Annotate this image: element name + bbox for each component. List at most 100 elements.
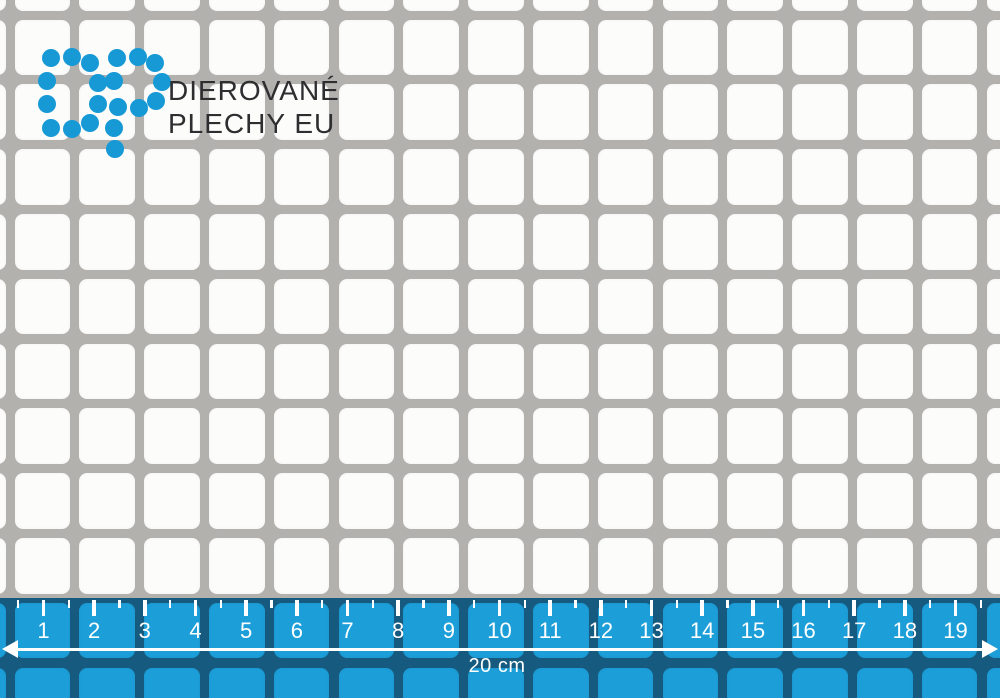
perforation-hole [921, 84, 978, 141]
perforation-hole [144, 0, 200, 11]
perforation-hole [921, 667, 978, 698]
ruler-tick-major [852, 600, 856, 616]
perforation-hole [14, 19, 71, 76]
perforation-hole [597, 667, 654, 698]
perforation-hole [532, 19, 589, 76]
perforation-hole [468, 84, 524, 141]
ruler-tick-major [599, 600, 603, 616]
ruler-tick-minor [67, 600, 71, 608]
perforation-hole [662, 0, 719, 11]
perforation-hole [597, 19, 654, 76]
perforation-hole [662, 473, 719, 529]
perforation-hole [273, 0, 330, 11]
perforation-hole [403, 408, 460, 465]
perforation-hole [273, 343, 330, 400]
perforation-hole [0, 473, 6, 529]
ruler-tick-major [244, 600, 248, 616]
perforation-hole [468, 149, 524, 205]
perforation-hole [468, 278, 524, 335]
perforation-hole [597, 408, 654, 465]
ruler-number: 14 [689, 618, 715, 643]
ruler-number: 5 [240, 618, 253, 643]
perforation-hole [0, 84, 6, 141]
perforation-hole [662, 537, 719, 594]
logo-dot [146, 54, 164, 72]
ruler-tick-minor [371, 600, 375, 608]
perforation-hole [986, 343, 1000, 400]
perforation-hole [79, 213, 136, 270]
perforation-hole [208, 0, 265, 11]
perforation-hole [403, 213, 460, 270]
ruler-number: 4 [189, 618, 202, 643]
logo-dot [105, 72, 123, 90]
perforation-hole [986, 213, 1000, 270]
perforation-hole [338, 0, 395, 11]
perforation-hole [921, 19, 978, 76]
perforation-hole [727, 149, 784, 205]
perforation-hole [597, 0, 654, 11]
perforation-hole [273, 84, 330, 141]
ruler-tick-major [396, 600, 400, 616]
perforation-hole [79, 473, 136, 529]
perforation-hole [14, 149, 71, 205]
perforation-hole [986, 473, 1000, 529]
perforation-hole [662, 149, 719, 205]
perforation-hole [532, 149, 589, 205]
perforation-hole [144, 213, 200, 270]
perforation-hole [532, 0, 589, 11]
perforation-hole [0, 537, 6, 594]
perforation-hole [208, 343, 265, 400]
perforation-hole [792, 667, 848, 698]
perforation-hole [338, 408, 395, 465]
perforation-hole [662, 667, 719, 698]
perforation-hole [338, 278, 395, 335]
perforation-hole [338, 473, 395, 529]
perforation-hole [986, 278, 1000, 335]
perforation-hole [532, 537, 589, 594]
ruler-tick-major [41, 600, 46, 616]
logo-dot [63, 120, 81, 138]
perforation-hole [597, 278, 654, 335]
perforation-hole [338, 213, 395, 270]
perforation-hole [727, 667, 784, 698]
ruler-number: 8 [392, 618, 405, 643]
perforation-hole [662, 408, 719, 465]
perforation-hole [0, 149, 6, 205]
perforation-hole [468, 667, 524, 698]
ruler-tick-major [497, 600, 502, 616]
perforation-hole [273, 149, 330, 205]
perforation-hole [144, 667, 200, 698]
logo-dot [108, 49, 126, 67]
perforation-hole [986, 667, 1000, 698]
perforation-hole [208, 537, 265, 594]
perforation-hole [921, 408, 978, 465]
perforation-hole [792, 84, 848, 141]
perforation-hole [273, 667, 330, 698]
perforation-hole [208, 84, 265, 141]
perforation-hole [338, 149, 395, 205]
brand-name-line1: DIEROVANÉ [168, 75, 340, 106]
perforation-hole [208, 278, 265, 335]
perforation-hole [532, 667, 589, 698]
perforation-hole [856, 408, 913, 465]
logo-dot [109, 98, 127, 116]
measure-arrow-line [14, 647, 986, 651]
perforation-hole [338, 537, 395, 594]
perforation-hole [144, 473, 200, 529]
perforation-hole [273, 408, 330, 465]
perforation-hole [14, 0, 71, 11]
perforation-hole [792, 343, 848, 400]
perforation-hole [727, 0, 784, 11]
ruler-tick-minor [270, 600, 273, 608]
perforation-hole [792, 408, 848, 465]
perforation-hole [532, 408, 589, 465]
ruler-tick-major [700, 600, 704, 616]
perforation-hole [208, 19, 265, 76]
perforation-hole [0, 408, 6, 465]
perforation-hole [0, 19, 6, 76]
ruler-tick-major [903, 600, 907, 616]
perforation-hole [856, 537, 913, 594]
perforation-hole [921, 537, 978, 594]
perforation-hole [403, 343, 460, 400]
perforation-hole [403, 278, 460, 335]
